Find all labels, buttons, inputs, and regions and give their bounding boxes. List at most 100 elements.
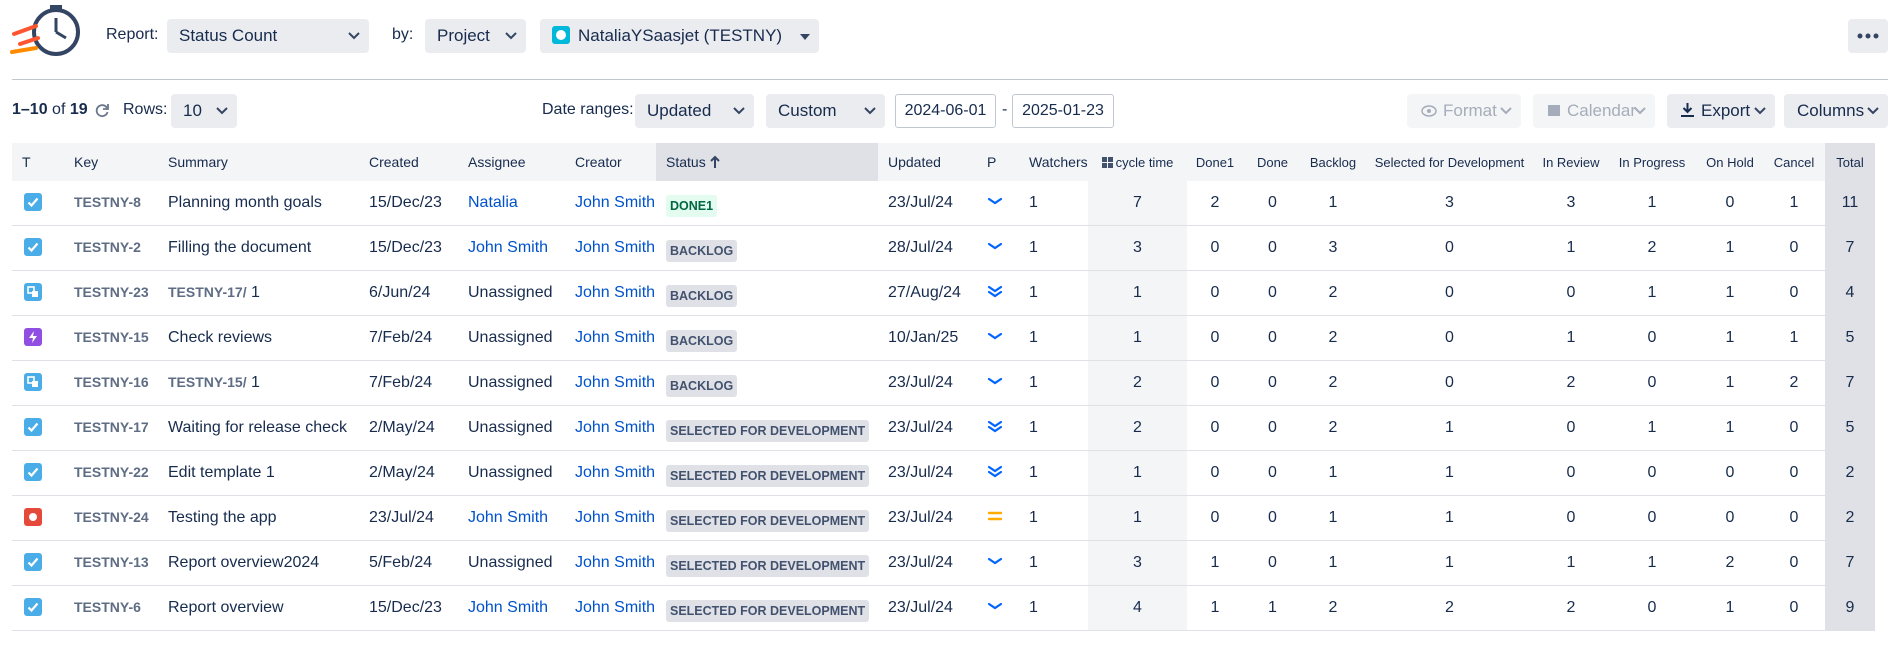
columns-button[interactable]: Columns bbox=[1784, 94, 1888, 128]
report-select[interactable]: Status Count bbox=[167, 19, 369, 53]
date-dash: - bbox=[1002, 101, 1008, 118]
chevron bbox=[1500, 107, 1512, 115]
cell: 1 bbox=[1697, 225, 1763, 271]
issue-key[interactable]: TESTNY-23 bbox=[74, 284, 149, 300]
issue-key[interactable]: TESTNY-2 bbox=[74, 239, 141, 255]
done: 0 bbox=[1268, 464, 1277, 481]
by-select[interactable]: Project bbox=[425, 19, 526, 53]
cell bbox=[977, 585, 1019, 631]
header-text: On Hold bbox=[1706, 154, 1754, 170]
creator[interactable]: John Smith bbox=[575, 374, 656, 391]
summary: Filling the document bbox=[168, 239, 312, 256]
date-from[interactable]: 2024-06-01 bbox=[895, 94, 996, 128]
selected-for-development: 3 bbox=[1445, 194, 1454, 211]
issue-type-icon bbox=[24, 192, 42, 211]
header-row: T Key Summary Created Assignee Creator Status U… bbox=[12, 143, 1875, 181]
assignee[interactable]: John Smith bbox=[468, 599, 549, 616]
creator[interactable]: John Smith bbox=[575, 464, 656, 481]
date-field-select[interactable]: Updated bbox=[635, 94, 754, 128]
status-badge: SELECTED FOR DEVELOPMENT bbox=[666, 555, 870, 577]
issue-key[interactable]: TESTNY-13 bbox=[74, 554, 149, 570]
cell: Unassigned bbox=[458, 360, 565, 406]
date-to[interactable]: 2025-01-23 bbox=[1012, 94, 1114, 128]
priority-icon bbox=[987, 332, 1003, 340]
cell: 0 bbox=[1187, 405, 1243, 451]
creator[interactable]: John Smith bbox=[575, 284, 656, 301]
column-header: Assignee bbox=[458, 143, 565, 181]
priority-icon bbox=[987, 602, 1003, 610]
cell: 5 bbox=[1825, 315, 1875, 361]
issue-key[interactable]: TESTNY-6 bbox=[74, 599, 141, 615]
creator[interactable]: John Smith bbox=[575, 239, 656, 256]
done1: 0 bbox=[1210, 374, 1220, 391]
table-row: TESTNY-17 Waiting for release check 2/May/… bbox=[12, 405, 1875, 451]
watchers: 1 bbox=[1029, 419, 1038, 436]
creator[interactable]: John Smith bbox=[575, 329, 656, 346]
creator[interactable]: John Smith bbox=[575, 194, 656, 211]
done1: 0 bbox=[1210, 464, 1220, 481]
by-label: by: bbox=[392, 26, 414, 43]
date-mode-select[interactable]: Custom bbox=[766, 94, 885, 128]
cell bbox=[977, 270, 1019, 316]
cell: 23/Jul/24 bbox=[878, 181, 977, 226]
status-badge: BACKLOG bbox=[666, 240, 738, 262]
export-button[interactable]: Export bbox=[1667, 94, 1775, 128]
on-hold: 1 bbox=[1725, 419, 1735, 436]
issue-key[interactable]: TESTNY-22 bbox=[74, 464, 149, 480]
done: 0 bbox=[1268, 329, 1277, 346]
cell: 0 bbox=[1243, 315, 1302, 361]
cell: Check reviews bbox=[158, 315, 359, 361]
cancel: 0 bbox=[1789, 284, 1799, 301]
total: 7 bbox=[1845, 554, 1855, 571]
more-button[interactable] bbox=[1848, 19, 1888, 53]
updated: 28/Jul/24 bbox=[888, 239, 953, 256]
issue-key[interactable]: TESTNY-15 bbox=[74, 329, 149, 345]
created: 5/Feb/24 bbox=[369, 554, 433, 571]
issue-key[interactable]: TESTNY-8 bbox=[74, 194, 141, 210]
cell: TESTNY-15 bbox=[64, 315, 158, 361]
creator[interactable]: John Smith bbox=[575, 554, 656, 571]
creator[interactable]: John Smith bbox=[575, 599, 656, 616]
assignee[interactable]: Natalia bbox=[468, 194, 518, 211]
cell: 5 bbox=[1825, 405, 1875, 451]
project-value: NataliaYSaasjet (TESTNY) bbox=[578, 26, 783, 45]
header-text: Key bbox=[74, 154, 99, 170]
issue-key[interactable]: TESTNY-24 bbox=[74, 509, 149, 525]
total: 11 bbox=[1841, 194, 1859, 211]
selected-for-development: 2 bbox=[1445, 599, 1454, 616]
created: 2/May/24 bbox=[369, 419, 435, 436]
project-select[interactable]: NataliaYSaasjet (TESTNY) bbox=[540, 19, 819, 53]
cell: 1 bbox=[1364, 540, 1535, 586]
summary: 1 bbox=[251, 374, 260, 391]
issue-key[interactable]: TESTNY-17 bbox=[74, 419, 149, 435]
cell: SELECTED FOR DEVELOPMENT bbox=[656, 495, 878, 541]
cell: 0 bbox=[1763, 225, 1825, 271]
by-value: Project bbox=[437, 26, 490, 45]
cell: 0 bbox=[1535, 450, 1607, 496]
refresh-icon[interactable] bbox=[94, 102, 110, 118]
rows-select[interactable]: 10 bbox=[171, 94, 237, 128]
cell: 3 bbox=[1088, 225, 1187, 271]
in-progress: 0 bbox=[1647, 374, 1657, 391]
cell: 0 bbox=[1607, 360, 1697, 406]
cycle-time: 4 bbox=[1133, 599, 1142, 616]
assignee: Unassigned bbox=[468, 464, 553, 481]
column-header: Selected for Development bbox=[1364, 143, 1535, 181]
creator[interactable]: John Smith bbox=[575, 419, 656, 436]
calendar-icon bbox=[1548, 105, 1560, 116]
issue-key[interactable]: TESTNY-16 bbox=[74, 374, 149, 390]
issue-type-icon bbox=[24, 462, 42, 481]
cell: 2 bbox=[1187, 181, 1243, 226]
cell: 0 bbox=[1763, 270, 1825, 316]
cell: Unassigned bbox=[458, 540, 565, 586]
cell: 0 bbox=[1243, 225, 1302, 271]
calendar-button[interactable]: Calendar bbox=[1533, 94, 1655, 128]
assignee[interactable]: John Smith bbox=[468, 509, 549, 526]
format-button[interactable]: Format bbox=[1407, 94, 1521, 128]
creator[interactable]: John Smith bbox=[575, 509, 656, 526]
cell bbox=[977, 405, 1019, 451]
cell: 0 bbox=[1364, 270, 1535, 316]
in-progress: 2 bbox=[1647, 239, 1657, 256]
chevron bbox=[1634, 107, 1646, 115]
assignee[interactable]: John Smith bbox=[468, 239, 549, 256]
